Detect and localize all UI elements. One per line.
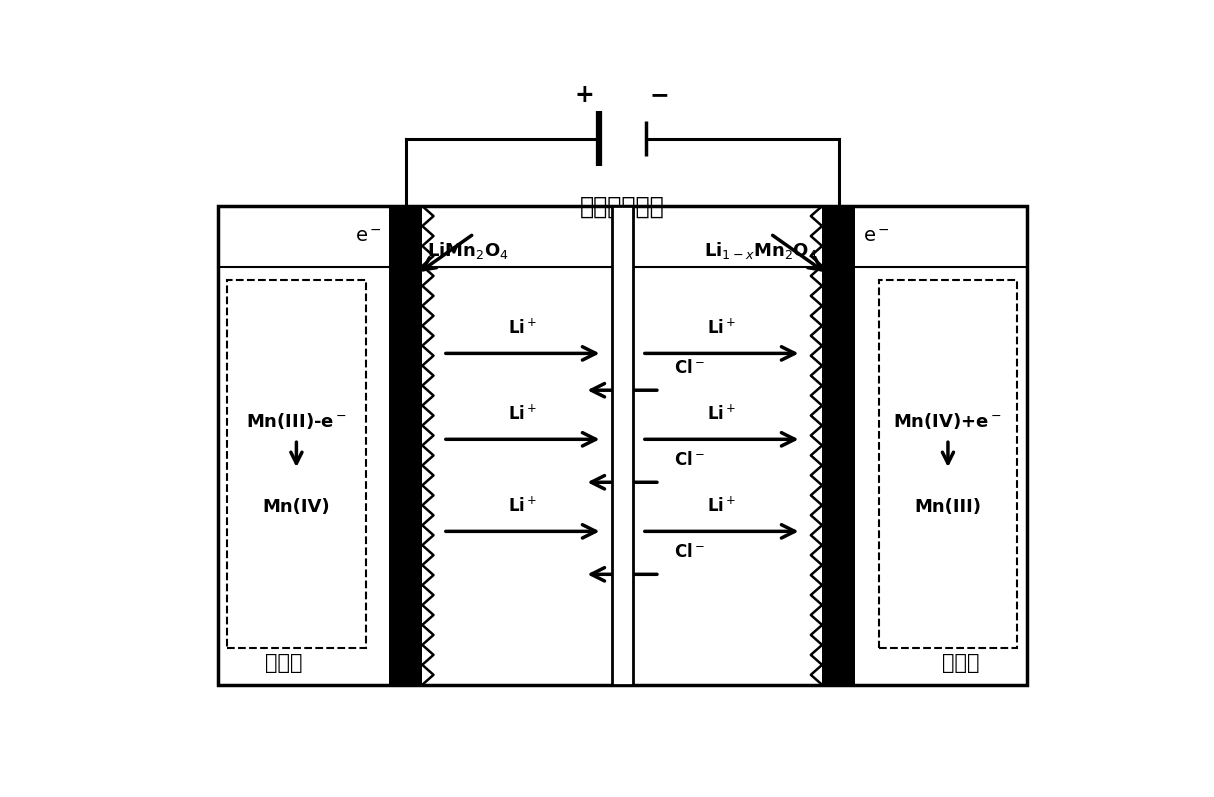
Text: e$^-$: e$^-$ — [354, 227, 381, 246]
Bar — [822, 206, 855, 685]
Text: Li$^+$: Li$^+$ — [707, 319, 736, 338]
Text: Li$^+$: Li$^+$ — [707, 497, 736, 516]
Text: Cl$^-$: Cl$^-$ — [674, 451, 705, 469]
Text: Cl$^-$: Cl$^-$ — [674, 359, 705, 377]
Bar — [612, 206, 632, 685]
Bar — [390, 206, 422, 685]
Text: Mn(IV)+e$^-$: Mn(IV)+e$^-$ — [894, 411, 1003, 431]
Text: Mn(III)-e$^-$: Mn(III)-e$^-$ — [246, 411, 347, 431]
Text: Li$_{1-x}$Mn$_2$O$_4$: Li$_{1-x}$Mn$_2$O$_4$ — [704, 241, 817, 261]
Bar — [217, 206, 1027, 685]
Text: Li$^+$: Li$^+$ — [509, 497, 538, 516]
Text: +: + — [574, 83, 595, 107]
Bar — [879, 280, 1017, 648]
Text: LiMn$_2$O$_4$: LiMn$_2$O$_4$ — [427, 241, 509, 261]
Text: Li$^+$: Li$^+$ — [509, 319, 538, 338]
Bar — [227, 280, 365, 648]
Text: 提取液: 提取液 — [942, 653, 980, 673]
Text: e$^-$: e$^-$ — [863, 227, 890, 246]
Text: 阴离子交换膜: 阴离子交换膜 — [580, 194, 664, 218]
Text: Li$^+$: Li$^+$ — [509, 405, 538, 424]
Text: Mn(IV): Mn(IV) — [262, 498, 330, 516]
Text: 回收液: 回收液 — [265, 653, 302, 673]
Text: −: − — [649, 83, 670, 107]
Text: Cl$^-$: Cl$^-$ — [674, 543, 705, 561]
Text: Li$^+$: Li$^+$ — [707, 405, 736, 424]
Text: Mn(III): Mn(III) — [914, 498, 981, 516]
